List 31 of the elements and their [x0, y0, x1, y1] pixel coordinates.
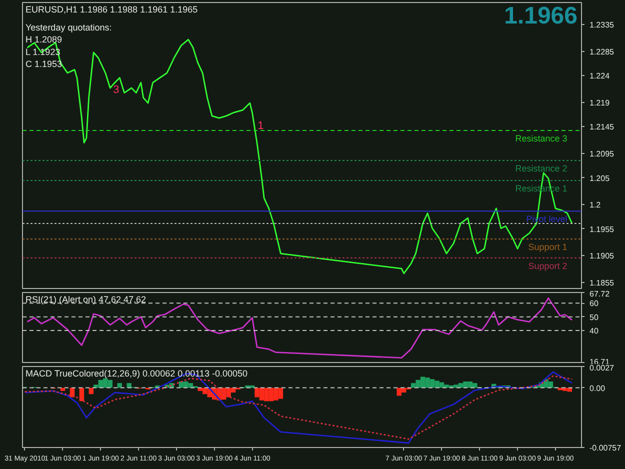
- chart-title: RSI(21) (Alert on) 47.62 47.62: [26, 294, 146, 305]
- y-tick-label: 1.1955: [590, 224, 615, 234]
- y-tick-label: 1.1905: [590, 252, 615, 261]
- y-tick-label: 1.2095: [590, 150, 615, 159]
- chart-title: MACD TrueColored(12,26,9) 0.00062 0.00113 -0.00050: [26, 368, 248, 379]
- ref-line-label: Support 2: [528, 260, 568, 271]
- y-tick-label: 40: [590, 326, 599, 336]
- y-tick-label: -0.00757: [590, 444, 622, 452]
- y-tick-label: 60: [590, 299, 599, 308]
- y-tick-label: 67.72: [590, 290, 610, 298]
- y-tick-label: 1.2145: [590, 122, 615, 132]
- ref-line-label: Resistance 3: [515, 133, 568, 144]
- annotation: C 1.1953: [26, 58, 62, 69]
- y-tick-label: 1.224: [590, 72, 610, 81]
- y-tick-label: 0.0027: [590, 364, 615, 372]
- ref-line-label: Support 1: [528, 242, 568, 252]
- y-tick-label: 1.1855: [590, 278, 615, 288]
- y-tick-label: 1.219: [590, 98, 610, 108]
- y-tick-label: 1.205: [590, 174, 610, 183]
- y-tick-label: 1.2335: [590, 20, 615, 30]
- y-tick-label: 50: [590, 312, 599, 322]
- chart-subtitle: 1.1966: [504, 2, 578, 30]
- ref-line-label: Resistance 2: [515, 164, 568, 174]
- annotation: H 1.2089: [26, 34, 62, 45]
- annotation: 3: [113, 84, 120, 96]
- annotation: Yesterday quotations:: [26, 22, 112, 33]
- y-tick-label: 1.2: [590, 200, 602, 210]
- y-tick-label: 1.2285: [590, 47, 615, 56]
- y-tick-label: 0.00: [590, 384, 606, 393]
- annotation: 1: [258, 120, 264, 132]
- chart-title: EURUSD,H1 1.1986 1.1988 1.1961 1.1965: [26, 4, 198, 15]
